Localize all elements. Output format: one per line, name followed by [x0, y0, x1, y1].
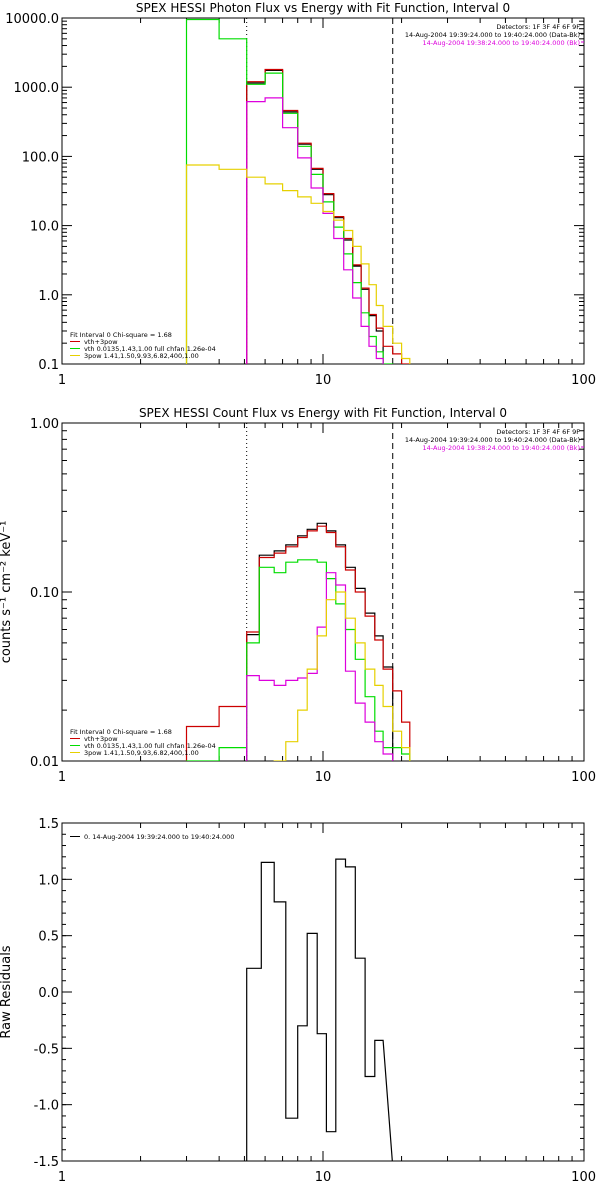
x-tick-label: 10	[315, 373, 332, 388]
x-tick-label: 1	[58, 373, 66, 388]
info-line: 14-Aug-2004 19:39:24.000 to 19:40:24.000…	[405, 436, 580, 444]
x-tick-label: 1	[58, 770, 66, 785]
x-tick-label: 100	[571, 373, 596, 388]
y-tick-label: 10.0	[30, 220, 59, 235]
chart-count: SPEX HESSI Count Flux vs Energy with Fit…	[0, 406, 596, 785]
series-magenta-step	[246, 97, 384, 364]
chart-title: SPEX HESSI Photon Flux vs Energy with Fi…	[136, 1, 510, 15]
info-line: 14-Aug-2004 19:38:24.000 to 19:40:24.000…	[423, 39, 580, 47]
legend-entry: 3pow 1.41,1.50,9.93,6.82,400,1.00	[84, 352, 199, 360]
x-tick-label: 10	[315, 770, 332, 785]
info-line: Detectors: 1F 3F 4F 6F 9F	[496, 23, 580, 31]
y-tick-label: 1.0	[38, 873, 59, 888]
legend-header: Fit Interval 0 Chi-square = 1.68	[70, 331, 172, 339]
plot-frame	[61, 422, 585, 762]
legend-entry: vth+3pow	[84, 735, 118, 743]
info-line: Detectors: 1F 3F 4F 6F 9F	[496, 428, 580, 436]
y-tick-label: -1.0	[34, 1099, 59, 1114]
info-line: 14-Aug-2004 19:39:24.000 to 19:40:24.000…	[405, 31, 580, 39]
y-tick-label: 1.00	[30, 417, 59, 432]
y-tick-label: 0.1	[38, 358, 59, 373]
y-tick-label: -0.5	[34, 1042, 59, 1057]
series-black-step	[246, 858, 393, 1161]
legend-entry: 0. 14-Aug-2004 19:39:24.000 to 19:40:24.…	[84, 833, 234, 841]
series-green-step	[185, 18, 394, 364]
y-tick-label: 1.5	[38, 817, 59, 832]
legend-entry: vth+3pow	[84, 338, 118, 346]
series-group	[246, 858, 393, 1161]
y-tick-label: 0.0	[38, 986, 59, 1001]
legend-entry: 3pow 1.41,1.50,9.93,6.82,400,1.00	[84, 749, 199, 757]
y-tick-label: 1000.0	[14, 81, 60, 96]
y-tick-label: 0.5	[38, 930, 59, 945]
x-tick-label: 100	[571, 1170, 596, 1185]
info-line: 14-Aug-2004 19:38:24.000 to 19:40:24.000…	[423, 444, 580, 452]
series-green-step	[185, 559, 411, 761]
series-group	[185, 18, 411, 364]
legend-entry: vth 0.0135,1.43,1.00 full chfan 1.26e-04	[84, 345, 216, 353]
legend-entry: vth 0.0135,1.43,1.00 full chfan 1.26e-04	[84, 742, 216, 750]
legend-header: Fit Interval 0 Chi-square = 1.68	[70, 728, 172, 736]
series-black-step	[246, 69, 384, 364]
y-axis-label: counts s⁻¹ cm⁻² keV⁻¹	[0, 521, 14, 664]
y-tick-label: 0.01	[30, 755, 59, 770]
plot-frame	[61, 822, 585, 1162]
y-tick-label: 1.0	[38, 289, 59, 304]
x-tick-label: 100	[571, 770, 596, 785]
series-group	[185, 522, 411, 761]
series-yellow-step	[273, 591, 411, 761]
x-tick-label: 1	[58, 1170, 66, 1185]
chart-photon: SPEX HESSI Photon Flux vs Energy with Fi…	[5, 1, 596, 388]
chart-residuals: Raw Residuals 1 10 100 -1.5 -1.0 -0.5 0.0 0.5 1.0…	[0, 817, 596, 1185]
y-tick-label: 0.10	[30, 586, 59, 601]
series-yellow-step	[185, 164, 411, 364]
y-tick-label: 100.0	[22, 150, 59, 165]
series-black-step	[246, 522, 394, 761]
y-tick-label: 10000.0	[5, 12, 59, 27]
x-tick-label: 10	[315, 1170, 332, 1185]
series-red-step	[246, 68, 411, 364]
y-tick-label: -1.5	[34, 1155, 59, 1170]
chart-title: SPEX HESSI Count Flux vs Energy with Fit…	[139, 406, 507, 420]
y-axis-label: Raw Residuals	[0, 945, 14, 1038]
